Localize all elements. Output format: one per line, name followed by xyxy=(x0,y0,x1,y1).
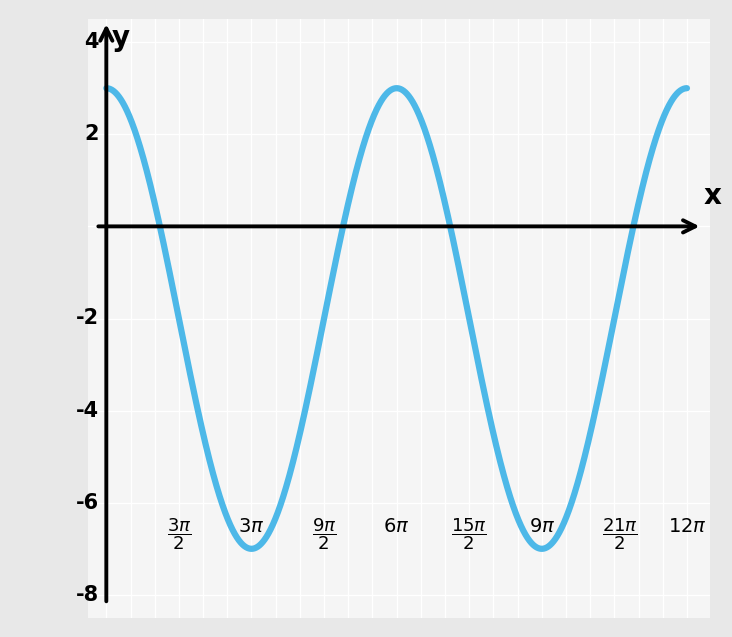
Text: y: y xyxy=(112,24,130,52)
Text: x: x xyxy=(703,182,721,210)
Text: 2: 2 xyxy=(84,124,99,144)
Text: $\dfrac{9\pi}{2}$: $\dfrac{9\pi}{2}$ xyxy=(312,517,336,552)
Text: -4: -4 xyxy=(75,401,99,420)
Text: $3\pi$: $3\pi$ xyxy=(239,517,265,536)
Text: -8: -8 xyxy=(75,585,99,605)
Text: -2: -2 xyxy=(75,308,99,329)
Text: $9\pi$: $9\pi$ xyxy=(529,517,555,536)
Text: $\dfrac{15\pi}{2}$: $\dfrac{15\pi}{2}$ xyxy=(451,517,488,552)
Text: $\dfrac{21\pi}{2}$: $\dfrac{21\pi}{2}$ xyxy=(602,517,638,552)
Text: 4: 4 xyxy=(84,32,99,52)
Text: $6\pi$: $6\pi$ xyxy=(384,517,410,536)
Text: -6: -6 xyxy=(75,493,99,513)
Text: $\dfrac{3\pi}{2}$: $\dfrac{3\pi}{2}$ xyxy=(167,517,191,552)
Text: $12\pi$: $12\pi$ xyxy=(668,517,706,536)
